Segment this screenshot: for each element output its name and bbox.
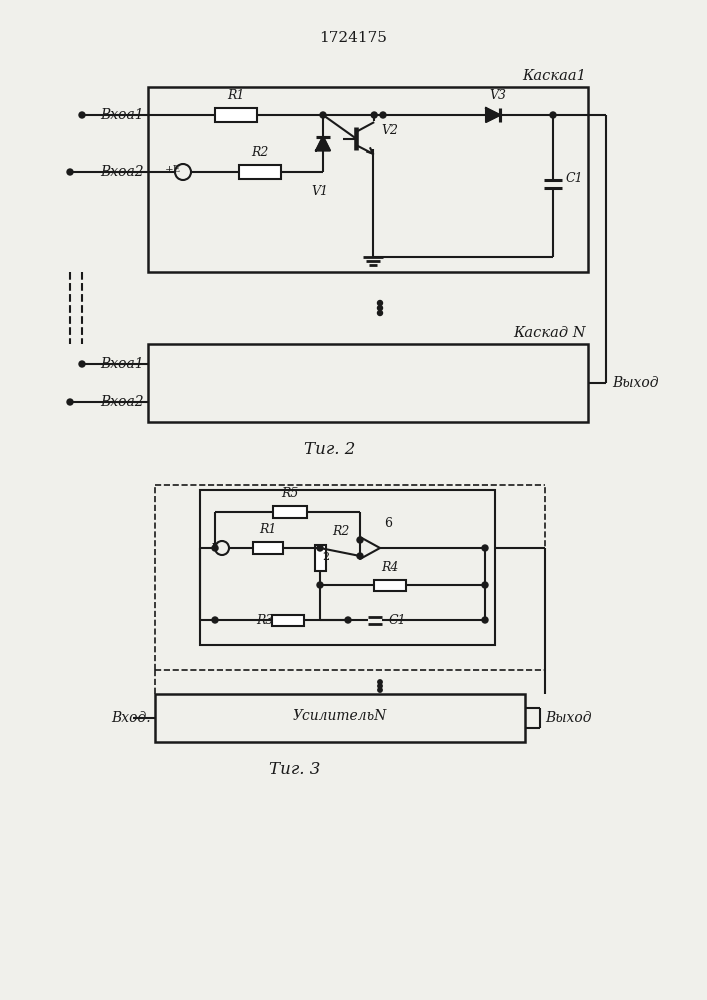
Text: +E: +E	[165, 165, 181, 174]
Bar	[200, 490, 495, 645]
Circle shape	[317, 545, 323, 551]
Text: R1: R1	[259, 523, 276, 536]
Text: Каскаа1: Каскаа1	[522, 69, 586, 83]
Text: V2: V2	[381, 124, 398, 137]
Text: 2: 2	[322, 552, 329, 562]
Text: Τиг. 3: Τиг. 3	[269, 762, 321, 778]
Bar	[148, 87, 588, 272]
Circle shape	[67, 169, 73, 175]
Text: R2: R2	[332, 525, 349, 538]
Circle shape	[212, 617, 218, 623]
Circle shape	[345, 617, 351, 623]
Circle shape	[79, 361, 85, 367]
Text: Вхоа1: Вхоа1	[100, 108, 144, 122]
Text: R5: R5	[281, 487, 298, 500]
Polygon shape	[316, 136, 330, 150]
Text: 6: 6	[384, 517, 392, 530]
Circle shape	[378, 684, 382, 688]
Text: Выход: Выход	[612, 376, 658, 390]
Text: R4: R4	[381, 561, 399, 574]
Circle shape	[482, 617, 488, 623]
Circle shape	[550, 112, 556, 118]
Circle shape	[357, 553, 363, 559]
Circle shape	[79, 112, 85, 118]
Text: Вхоа2: Вхоа2	[100, 395, 144, 409]
Circle shape	[380, 112, 386, 118]
Circle shape	[317, 582, 323, 588]
Circle shape	[357, 537, 363, 543]
Bar	[315, 545, 325, 571]
Bar	[272, 614, 304, 626]
Bar	[155, 694, 525, 742]
Bar	[253, 542, 283, 554]
Circle shape	[371, 112, 378, 118]
Text: R2: R2	[251, 146, 269, 159]
Text: V1: V1	[312, 185, 329, 198]
Text: УсилительN: УсилительN	[293, 709, 387, 723]
Circle shape	[67, 399, 73, 405]
Circle shape	[482, 545, 488, 551]
Text: Вхоа1: Вхоа1	[100, 357, 144, 371]
Bar	[215, 108, 257, 122]
Text: R1: R1	[228, 89, 245, 102]
Circle shape	[320, 112, 326, 118]
Text: Выход: Выход	[545, 711, 592, 725]
Circle shape	[378, 300, 382, 306]
Text: C1: C1	[389, 613, 407, 626]
Text: V3: V3	[489, 89, 506, 102]
Bar	[148, 344, 588, 422]
Circle shape	[482, 582, 488, 588]
Circle shape	[378, 688, 382, 692]
Circle shape	[378, 680, 382, 684]
Circle shape	[212, 545, 218, 551]
Circle shape	[378, 310, 382, 316]
Bar	[374, 580, 406, 590]
Text: R3: R3	[257, 613, 274, 626]
Text: Τиг. 2: Τиг. 2	[304, 442, 356, 458]
Circle shape	[378, 306, 382, 310]
Text: 1724175: 1724175	[319, 31, 387, 45]
Text: Каскад N: Каскад N	[513, 326, 586, 340]
Text: -E: -E	[209, 542, 220, 552]
Text: Вход.: Вход.	[112, 711, 151, 725]
Bar	[273, 506, 307, 518]
Bar	[239, 165, 281, 179]
Text: C1: C1	[566, 172, 583, 185]
Polygon shape	[486, 108, 500, 122]
Text: Вхоа2: Вхоа2	[100, 165, 144, 179]
